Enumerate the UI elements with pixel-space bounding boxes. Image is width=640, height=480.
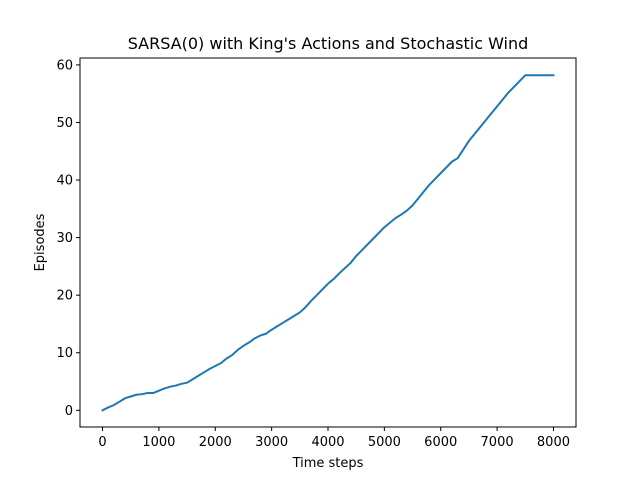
y-tick-label: 50 — [56, 116, 73, 131]
y-axis-label: Episodes — [33, 213, 48, 271]
x-tick-label: 7000 — [481, 435, 514, 450]
chart-title: SARSA(0) with King's Actions and Stochas… — [128, 34, 529, 53]
y-tick-label: 0 — [65, 404, 73, 419]
x-tick-label: 3000 — [255, 435, 288, 450]
x-tick-label: 2000 — [199, 435, 232, 450]
plot-area — [101, 74, 555, 412]
x-tick-label: 8000 — [537, 435, 570, 450]
x-axis-label: Time steps — [292, 456, 364, 471]
x-tick-label: 0 — [98, 435, 106, 450]
series-line-0 — [101, 74, 555, 412]
x-tick-label: 5000 — [368, 435, 401, 450]
x-tick-label: 4000 — [311, 435, 344, 450]
x-tick-label: 6000 — [424, 435, 457, 450]
x-tick-label: 1000 — [142, 435, 175, 450]
y-tick-label: 40 — [56, 174, 73, 189]
y-tick-label: 20 — [56, 289, 73, 304]
y-tick-label: 60 — [56, 58, 73, 73]
y-tick-label: 30 — [56, 231, 73, 246]
y-tick-label: 10 — [56, 346, 73, 361]
